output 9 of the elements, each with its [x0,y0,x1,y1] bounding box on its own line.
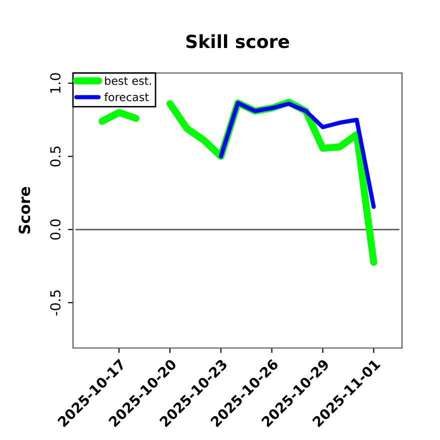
line-series [218,100,376,209]
y-tick-label: 1.0 [50,73,61,93]
y-tick-label: -0.5 [50,290,61,316]
legend-label: forecast [104,92,149,102]
y-tick-label: 0.0 [50,219,61,240]
y-tick-label: 0.5 [50,146,61,167]
legend-label: best est. [105,76,151,85]
y-axis-title: Score [18,187,30,234]
chart-title: Skill score [186,34,290,48]
